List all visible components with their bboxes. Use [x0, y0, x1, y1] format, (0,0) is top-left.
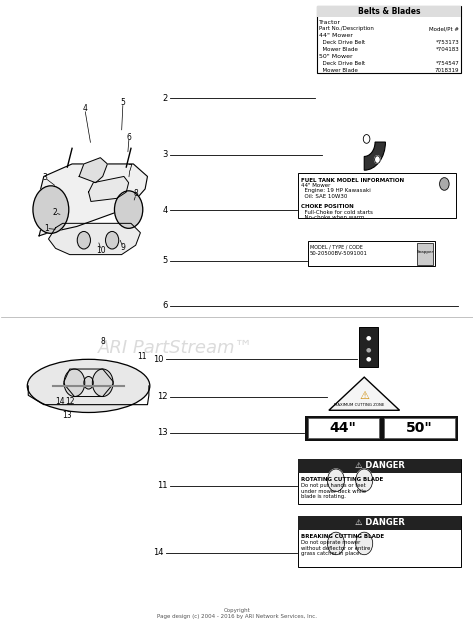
Text: Full-Choke for cold starts: Full-Choke for cold starts: [301, 210, 373, 215]
Circle shape: [328, 469, 345, 492]
Text: Mower Blade: Mower Blade: [319, 68, 358, 73]
Text: 50" Mower: 50" Mower: [319, 54, 353, 59]
Circle shape: [356, 532, 373, 555]
Text: Oil: SAE 10W30: Oil: SAE 10W30: [301, 193, 347, 198]
Text: Deck Drive Belt: Deck Drive Belt: [319, 40, 365, 45]
FancyBboxPatch shape: [308, 241, 435, 266]
Text: 4: 4: [163, 206, 168, 215]
Text: 50": 50": [406, 421, 433, 435]
Text: ARI PartStream™: ARI PartStream™: [98, 339, 254, 357]
Text: 5: 5: [120, 98, 126, 107]
Text: 11: 11: [137, 352, 146, 361]
Text: ⚠: ⚠: [359, 391, 369, 401]
Text: 4: 4: [82, 104, 87, 114]
Polygon shape: [79, 158, 108, 183]
Text: MODEL / TYPE / CODE: MODEL / TYPE / CODE: [310, 244, 363, 249]
Text: 3: 3: [42, 173, 47, 182]
Circle shape: [374, 156, 380, 163]
FancyBboxPatch shape: [358, 327, 378, 367]
Text: 1: 1: [44, 224, 48, 233]
Circle shape: [439, 178, 449, 190]
Circle shape: [106, 232, 118, 249]
FancyBboxPatch shape: [417, 243, 433, 264]
Text: CHOKE POSITION: CHOKE POSITION: [301, 204, 353, 209]
Text: 2: 2: [163, 94, 168, 103]
Text: 5: 5: [163, 256, 168, 266]
Circle shape: [64, 369, 85, 396]
Text: Tractor: Tractor: [319, 19, 341, 24]
Text: *754547: *754547: [436, 61, 459, 66]
Text: 2: 2: [52, 208, 57, 217]
Text: Model/Pt #: Model/Pt #: [429, 26, 459, 31]
Text: Do not operate mower
without deflector or entire
grass catcher in place.: Do not operate mower without deflector o…: [301, 539, 370, 556]
FancyBboxPatch shape: [317, 6, 461, 73]
Text: *753173: *753173: [436, 40, 459, 45]
Text: 11: 11: [157, 482, 168, 490]
Text: 8: 8: [134, 190, 138, 198]
Text: 14: 14: [55, 397, 65, 406]
FancyBboxPatch shape: [384, 418, 455, 438]
Text: *704183: *704183: [436, 47, 459, 52]
Text: 50-20500BV-5091001: 50-20500BV-5091001: [310, 251, 368, 256]
Ellipse shape: [27, 359, 150, 413]
Text: MAXIMUM CUTTING ZONE: MAXIMUM CUTTING ZONE: [334, 403, 385, 406]
Text: Belts & Blades: Belts & Blades: [358, 7, 420, 16]
Text: 44" Mower: 44" Mower: [301, 183, 330, 188]
Text: 6: 6: [163, 301, 168, 310]
FancyBboxPatch shape: [308, 418, 379, 438]
FancyBboxPatch shape: [298, 173, 456, 218]
Text: 7: 7: [128, 164, 132, 173]
Text: ROTATING CUTTING BLADE: ROTATING CUTTING BLADE: [301, 477, 383, 482]
Text: 6: 6: [127, 133, 131, 141]
FancyBboxPatch shape: [298, 516, 461, 567]
Circle shape: [84, 377, 93, 389]
Circle shape: [77, 232, 91, 249]
Text: 9: 9: [120, 242, 126, 252]
Text: 13: 13: [63, 411, 72, 420]
Text: Copyright
Page design (c) 2004 - 2016 by ARI Network Services, Inc.: Copyright Page design (c) 2004 - 2016 by…: [157, 609, 317, 619]
Text: 3: 3: [163, 150, 168, 159]
Text: Mower Blade: Mower Blade: [319, 47, 358, 52]
Text: Engine: 19 HP Kawasaki: Engine: 19 HP Kawasaki: [301, 188, 370, 193]
Polygon shape: [39, 164, 147, 236]
Text: 10: 10: [154, 355, 164, 364]
Polygon shape: [329, 377, 400, 410]
Wedge shape: [364, 142, 385, 170]
Text: BREAKING CUTTING BLADE: BREAKING CUTTING BLADE: [301, 534, 384, 539]
Text: 44": 44": [330, 421, 356, 435]
FancyBboxPatch shape: [298, 459, 461, 504]
Circle shape: [356, 469, 373, 492]
FancyBboxPatch shape: [305, 416, 458, 441]
Circle shape: [328, 532, 345, 555]
Text: 10: 10: [97, 246, 106, 255]
Polygon shape: [89, 176, 128, 202]
Text: No-choke when warm: No-choke when warm: [301, 215, 364, 220]
Text: Do not put hands or feet
under mower deck while
blade is rotating.: Do not put hands or feet under mower dec…: [301, 483, 366, 499]
Circle shape: [33, 186, 69, 234]
Text: ⚠ DANGER: ⚠ DANGER: [355, 462, 404, 470]
Text: ●: ●: [366, 357, 371, 362]
Text: 14: 14: [154, 548, 164, 557]
Text: ●: ●: [366, 335, 371, 340]
FancyBboxPatch shape: [317, 6, 461, 17]
Text: 8: 8: [100, 337, 105, 346]
Text: Snapper: Snapper: [416, 250, 434, 254]
Circle shape: [363, 134, 370, 143]
Text: 13: 13: [157, 428, 168, 437]
Text: ●: ●: [366, 348, 371, 353]
Text: Part No./Description: Part No./Description: [319, 26, 374, 31]
Circle shape: [92, 369, 113, 396]
Text: 44" Mower: 44" Mower: [319, 33, 353, 38]
Text: FUEL TANK MODEL INFORMATION: FUEL TANK MODEL INFORMATION: [301, 178, 404, 183]
Text: 12: 12: [65, 397, 74, 406]
Text: 12: 12: [157, 392, 168, 401]
Text: ⚠ DANGER: ⚠ DANGER: [355, 518, 404, 528]
FancyBboxPatch shape: [298, 516, 461, 529]
Text: 7018319: 7018319: [435, 68, 459, 73]
Polygon shape: [48, 224, 140, 254]
FancyBboxPatch shape: [298, 459, 461, 473]
Circle shape: [115, 191, 143, 229]
Text: Deck Drive Belt: Deck Drive Belt: [319, 61, 365, 66]
